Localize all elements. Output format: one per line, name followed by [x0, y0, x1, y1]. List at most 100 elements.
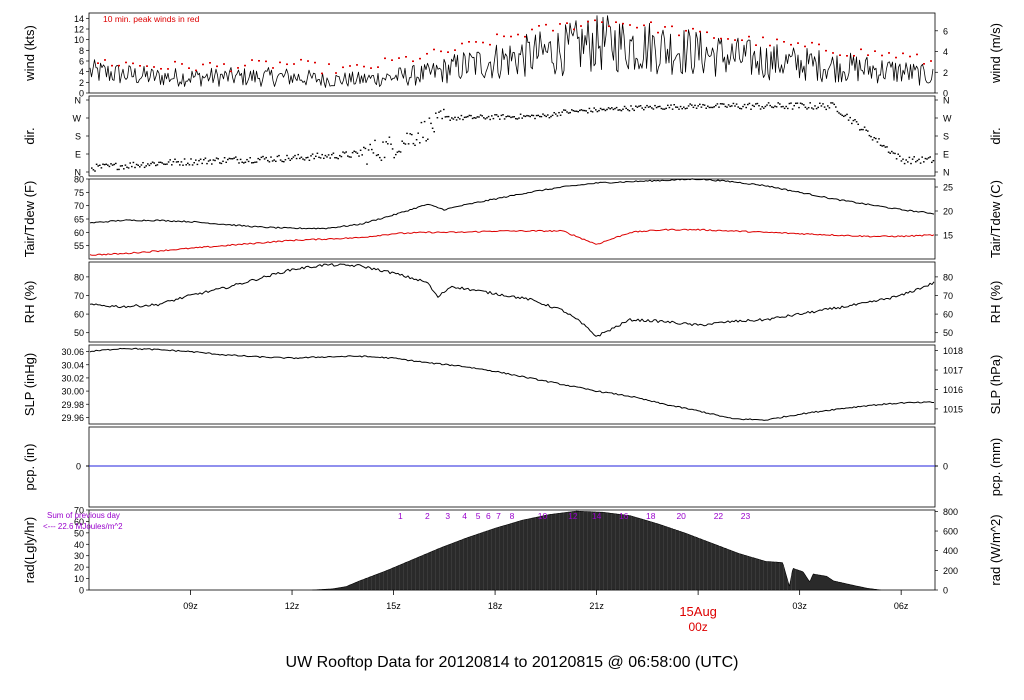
dir-point: [340, 155, 343, 158]
dir-point: [559, 114, 562, 116]
dir-point: [273, 159, 275, 161]
dir-point: [931, 161, 933, 164]
dir-point: [675, 106, 677, 108]
dir-point: [569, 111, 571, 114]
dir-point: [652, 108, 655, 110]
ytick-label-left-temp: 80: [74, 175, 84, 185]
ytick-label-right-wind: 6: [943, 26, 948, 36]
dir-point: [753, 105, 755, 108]
dir-point: [337, 157, 339, 160]
dir-point: [407, 143, 410, 145]
dir-point: [862, 128, 864, 131]
dir-point: [247, 160, 250, 163]
ytick-label-left-temp: 60: [74, 228, 84, 238]
ytick-label-left-rad: 30: [74, 551, 84, 561]
xtick-label: 06z: [894, 601, 909, 611]
dir-point: [918, 158, 920, 161]
ytick-label-left-temp: 70: [74, 201, 84, 211]
dir-point: [750, 108, 752, 110]
dir-point: [462, 118, 464, 121]
ytick-label-left-wind: 2: [79, 78, 84, 88]
dir-point: [276, 155, 279, 158]
dir-point: [638, 105, 640, 107]
dir-point: [871, 139, 874, 141]
dir-point: [359, 149, 362, 151]
dir-point: [307, 156, 309, 159]
dir-point: [843, 115, 845, 118]
dir-point: [767, 102, 770, 104]
ytick-label-left-rh: 70: [74, 291, 84, 301]
wind-peak-mark: [629, 24, 631, 26]
wind-peak-mark: [496, 33, 498, 36]
dir-point: [887, 151, 890, 153]
dir-point: [310, 155, 312, 157]
dir-point: [599, 107, 602, 110]
dir-point: [681, 107, 683, 110]
dir-point: [523, 115, 525, 117]
wind-peak-mark: [111, 64, 113, 67]
dir-point: [393, 156, 395, 159]
dir-point: [726, 106, 728, 108]
panel-frame-pcp: [88, 426, 936, 508]
ytick-label-left-slp: 30.02: [61, 373, 84, 383]
dir-point: [185, 164, 187, 166]
dir-point: [867, 130, 869, 132]
dir-point: [911, 158, 914, 160]
dir-point: [859, 129, 861, 131]
dir-point: [457, 116, 459, 119]
dir-point: [351, 151, 354, 154]
wind-peak-mark: [468, 41, 470, 43]
dir-point: [241, 161, 243, 163]
dir-point: [431, 127, 434, 129]
wind-peak-mark: [482, 41, 484, 44]
dir-point: [835, 106, 837, 108]
dir-point: [142, 161, 144, 164]
dir-point: [238, 162, 240, 164]
ylabel-right-rh: RH (%): [988, 281, 1003, 324]
dir-point: [99, 164, 101, 166]
dir-point: [172, 160, 175, 163]
dir-point: [283, 160, 285, 163]
dir-point: [439, 110, 442, 112]
dir-point: [275, 160, 277, 163]
ytick-label-left-wind: 0: [79, 89, 84, 99]
dir-point: [415, 138, 418, 141]
dir-point: [374, 139, 376, 142]
dir-point: [623, 105, 626, 108]
dir-point: [286, 154, 288, 157]
dir-point: [316, 152, 319, 155]
dir-point: [271, 160, 274, 162]
dir-point: [379, 156, 381, 159]
ylabel-right-wind: wind (m/s): [988, 23, 1003, 84]
wind-peak-mark: [706, 31, 708, 34]
wind-peak-mark: [545, 23, 547, 26]
xtick-label: 21z: [589, 601, 604, 611]
dir-point: [907, 161, 909, 163]
ytick-label-left-slp: 29.96: [61, 413, 84, 423]
dir-point: [881, 145, 883, 147]
dir-point: [585, 110, 587, 112]
dir-point: [639, 105, 642, 107]
dir-label-left: N: [75, 168, 82, 178]
dir-point: [507, 115, 509, 117]
dir-point: [300, 156, 303, 158]
dir-point: [779, 103, 781, 105]
ytick-label-right-slp: 1016: [943, 385, 963, 395]
ytick-label-left-rh: 50: [74, 328, 84, 338]
dir-point: [419, 142, 421, 144]
wind-peak-mark: [692, 27, 694, 30]
wind-peak-mark: [559, 23, 561, 25]
ytick-label-right-rad: 400: [943, 546, 958, 556]
wind-peak-mark: [671, 25, 673, 28]
ytick-label-right-rad: 200: [943, 566, 958, 576]
dir-point: [353, 150, 355, 152]
dir-point: [598, 109, 600, 112]
dir-point: [260, 156, 263, 159]
dir-point: [564, 109, 567, 111]
dir-point: [487, 115, 490, 118]
ylabel-right-slp: SLP (hPa): [988, 355, 1003, 415]
dir-point: [356, 152, 359, 154]
wind-peak-mark: [153, 66, 155, 68]
wind-peak-mark: [209, 62, 211, 64]
dir-point: [606, 108, 608, 111]
